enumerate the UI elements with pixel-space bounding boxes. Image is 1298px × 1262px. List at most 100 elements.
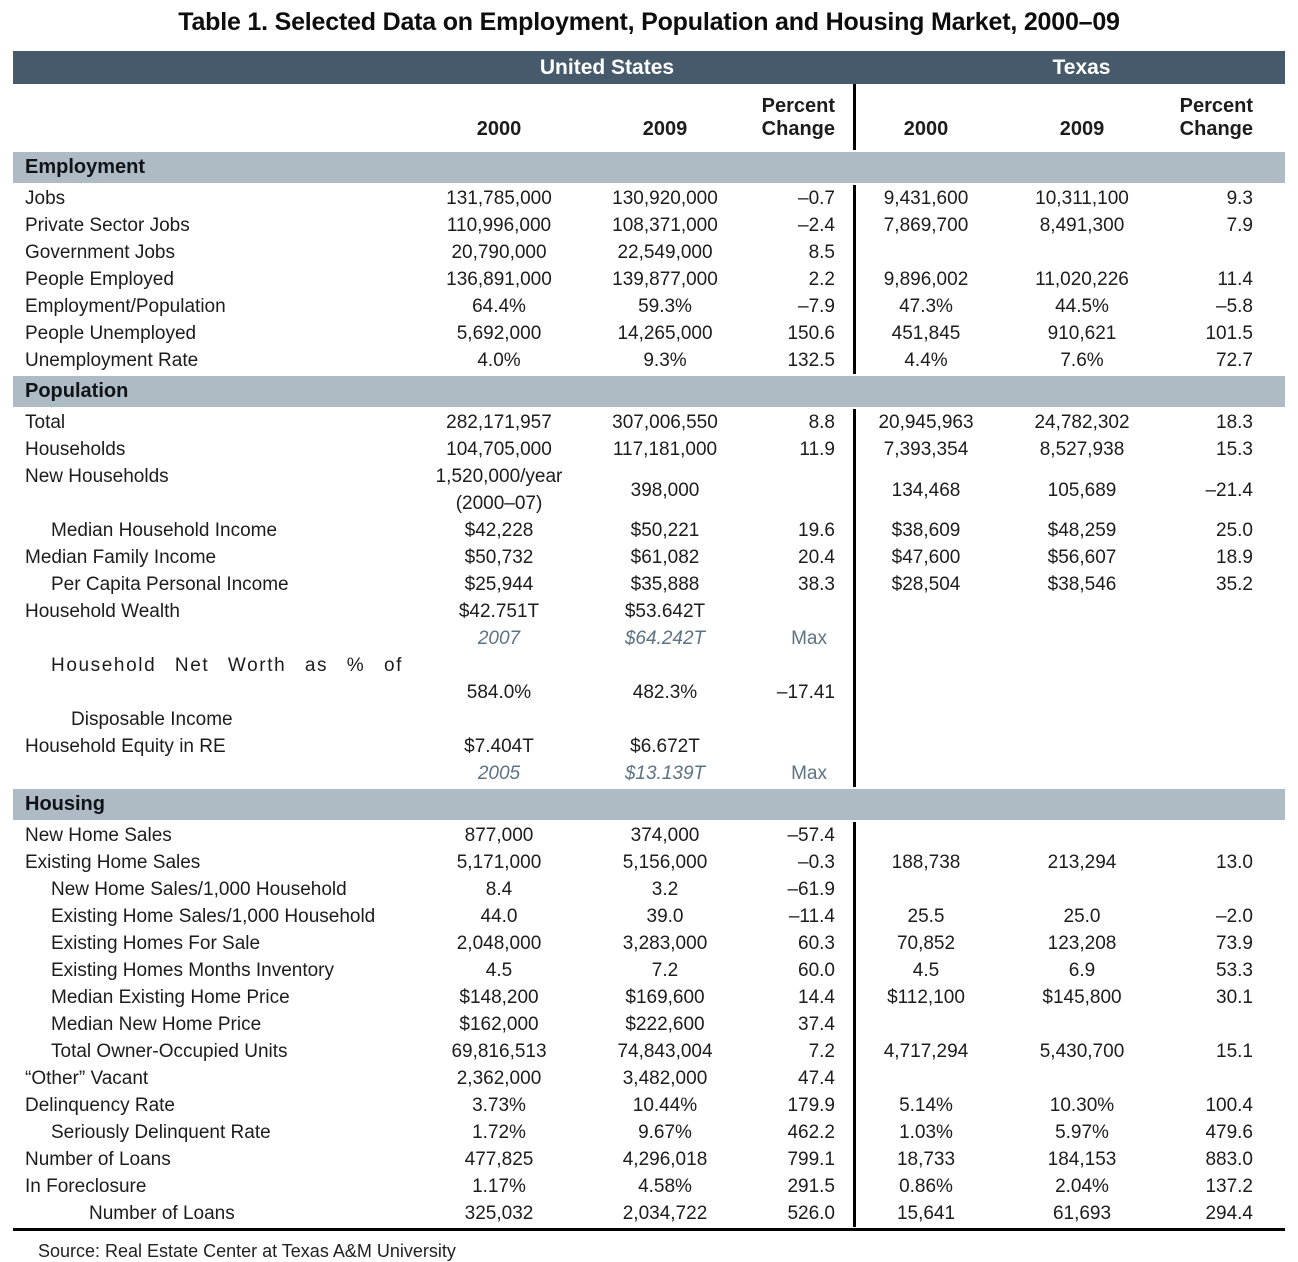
- table-bottom-rule: [13, 1228, 1285, 1231]
- row-label-text: Median Existing Home Price: [51, 987, 290, 1008]
- cell-tx-2000: 188,738: [891, 852, 961, 873]
- cell-us-2000: 64.4%: [472, 296, 526, 317]
- group-header-texas: Texas: [1052, 55, 1111, 79]
- table-row: Seriously Delinquent Rate 1.72% 9.67% 462.2…: [13, 1119, 1285, 1146]
- cell-tx-2000: 451,845: [891, 323, 961, 344]
- section-header: Population: [13, 376, 1285, 407]
- column-header-us-2009: 2009: [585, 84, 745, 150]
- cell-us-2009: $35,888: [630, 574, 700, 595]
- cell-us-2009: 139,877,000: [612, 269, 718, 290]
- row-label-text: New Home Sales: [25, 825, 172, 846]
- cell-tx-pct-change: 53.3: [1216, 960, 1253, 981]
- row-label: New Households: [13, 463, 413, 490]
- table-group-header: United States Texas: [13, 51, 1285, 84]
- row-label: Unemployment Rate: [13, 347, 413, 374]
- cell-us-pct-change: –11.4: [745, 903, 856, 930]
- row-label: Existing Homes For Sale: [13, 930, 413, 957]
- section-header: Housing: [13, 789, 1285, 820]
- cell-tx-pct-change: 13.0: [1216, 852, 1253, 873]
- row-label: Private Sector Jobs: [13, 212, 413, 239]
- row-label: People Unemployed: [13, 320, 413, 347]
- row-label: Per Capita Personal Income: [13, 571, 413, 598]
- cell-us-2009: $6.672T: [630, 736, 700, 757]
- cell-tx-pct-change: 18.9: [1216, 547, 1253, 568]
- cell-us-2009: 108,371,000: [612, 215, 718, 236]
- cell-tx-2009: 910,621: [1047, 323, 1117, 344]
- cell-tx-pct-change: 15.3: [1216, 439, 1253, 460]
- cell-us-2009: $169,600: [625, 987, 705, 1008]
- row-label: Existing Homes Months Inventory: [13, 957, 413, 984]
- row-label: In Foreclosure: [13, 1173, 413, 1200]
- row-label: Median New Home Price: [13, 1011, 413, 1038]
- cell-us-2009: 22,549,000: [617, 242, 713, 263]
- cell-tx-2000: 47.3%: [899, 296, 953, 317]
- cell-us-2009: 4.58%: [638, 1176, 692, 1197]
- row-label: Total Owner-Occupied Units: [13, 1038, 413, 1065]
- cell-us-pct-change: 132.5: [745, 347, 856, 374]
- cell-tx-2009: $56,607: [1047, 547, 1117, 568]
- row-label-text: Household Net Worth as % of: [51, 655, 403, 676]
- column-header-tx-percent-change: Percent Change: [1168, 84, 1285, 150]
- row-label: Household Wealth: [13, 598, 413, 625]
- column-header-label: Change: [761, 118, 835, 140]
- cell-tx-2000: 15,641: [896, 1203, 956, 1224]
- cell-tx-pct-change: 479.6: [1205, 1122, 1253, 1143]
- cell-us-pct-change: 799.1: [745, 1146, 856, 1173]
- row-label-text: In Foreclosure: [25, 1176, 147, 1197]
- row-label: Government Jobs: [13, 239, 413, 266]
- cell-tx-pct-change: 30.1: [1216, 987, 1253, 1008]
- column-header-label: 2000: [903, 118, 949, 140]
- table-row: Total 282,171,957 307,006,550 8.8 20,945,963…: [13, 409, 1285, 436]
- cell-us-pct-change: –61.9: [745, 876, 856, 903]
- cell-tx-2000: 9,431,600: [883, 188, 969, 209]
- column-header-us-percent-change: Percent Change: [745, 84, 856, 150]
- cell-tx-2009: 5.97%: [1055, 1122, 1109, 1143]
- cell-us-2009: 117,181,000: [612, 439, 718, 460]
- cell-us-2009: 3,283,000: [622, 933, 708, 954]
- row-label-text: New Home Sales/1,000 Household: [51, 879, 347, 900]
- table-row: Household Equity in RE $7.404T $6.672T: [13, 733, 1285, 760]
- table-row: Households 104,705,000 117,181,000 11.9 7,39…: [13, 436, 1285, 463]
- row-label-text: Unemployment Rate: [25, 350, 199, 371]
- cell-us-pct-change: 526.0: [745, 1200, 856, 1227]
- cell-us-2000: 5,171,000: [456, 852, 542, 873]
- row-label-text: Employment/Population: [25, 296, 226, 317]
- cell-us-2000: 69,816,513: [451, 1041, 547, 1062]
- section-header-label: Population: [25, 380, 129, 402]
- cell-tx-2000: 1.03%: [899, 1122, 953, 1143]
- cell-tx-pct-change: 72.7: [1216, 350, 1253, 371]
- cell-tx-2009: 105,689: [1047, 479, 1117, 501]
- table-row: Employment/Population 64.4% 59.3% –7.9 47.3%…: [13, 293, 1285, 320]
- row-label: Delinquency Rate: [13, 1092, 413, 1119]
- column-header-us-2000: 2000: [413, 84, 585, 150]
- cell-tx-2009: 25.0: [1063, 906, 1101, 927]
- source-note: Source: Real Estate Center at Texas A&M …: [38, 1241, 456, 1261]
- row-label: Median Existing Home Price: [13, 984, 413, 1011]
- cell-tx-pct-change: 9.3: [1226, 188, 1253, 209]
- column-header-tx-2009: 2009: [996, 84, 1168, 150]
- cell-us-2009: 7.2: [651, 960, 679, 981]
- page-title: Table 1. Selected Data on Employment, Po…: [178, 8, 1120, 36]
- cell-us-2000: 8.4: [485, 879, 513, 900]
- row-label: New Home Sales/1,000 Household: [13, 876, 413, 903]
- table-row: 2007 $64.242T Max: [13, 625, 1285, 652]
- column-header-label: 2009: [1059, 118, 1105, 140]
- cell-tx-2009: 24,782,302: [1034, 412, 1130, 433]
- table-body: Employment Jobs 131,785,000 130,920,000 –0.7…: [13, 152, 1285, 1227]
- table-row: Jobs 131,785,000 130,920,000 –0.7 9,431,600 1…: [13, 185, 1285, 212]
- cell-tx-2009: 184,153: [1047, 1149, 1117, 1170]
- row-label-text: Households: [25, 439, 126, 460]
- cell-tx-2009: 8,491,300: [1039, 215, 1125, 236]
- table-row: New Home Sales/1,000 Household 8.4 3.2 –61.…: [13, 876, 1285, 903]
- table-row: Unemployment Rate 4.0% 9.3% 132.5 4.4% 7.6% 72…: [13, 347, 1285, 374]
- cell-us-pct-change: –2.4: [745, 212, 856, 239]
- cell-tx-pct-change: 7.9: [1226, 215, 1253, 236]
- cell-us-2009: 4,296,018: [622, 1149, 708, 1170]
- cell-us-2009: $53.642T: [624, 601, 706, 622]
- column-header-label: Percent: [761, 95, 835, 117]
- cell-us-pct-change: –17.41: [745, 652, 856, 733]
- cell-us-2009: 59.3%: [638, 296, 692, 317]
- row-label: Number of Loans: [13, 1200, 413, 1227]
- cell-tx-2000: 7,869,700: [883, 215, 969, 236]
- column-header-row: 2000 2009 Percent Change 2000 2009 Perce…: [13, 84, 1285, 150]
